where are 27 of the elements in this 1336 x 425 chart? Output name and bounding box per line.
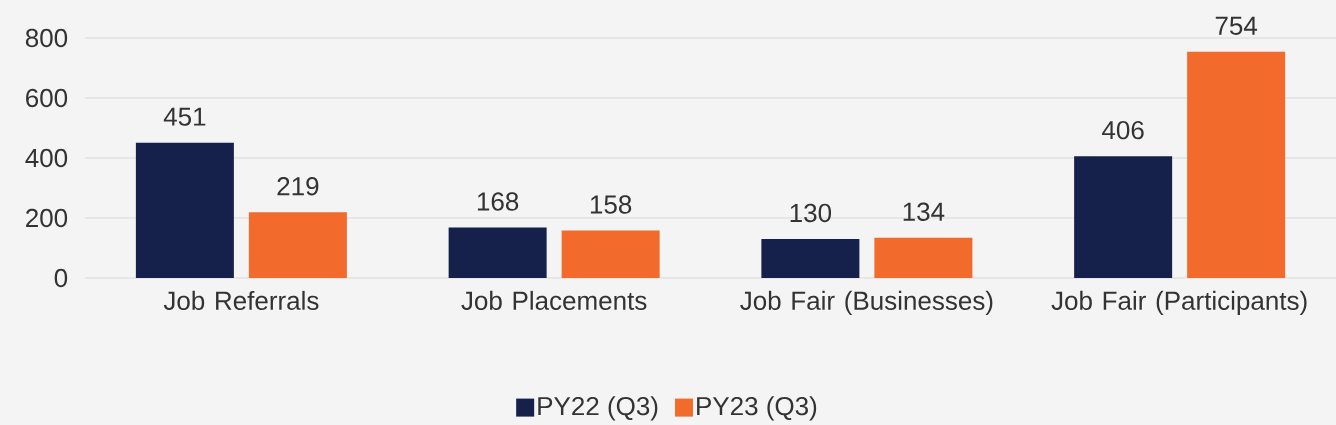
y-tick-label: 800 xyxy=(25,28,68,48)
bar xyxy=(1074,156,1173,278)
y-tick-label: 0 xyxy=(54,268,68,288)
data-label: 406 xyxy=(1102,120,1144,140)
bar xyxy=(1187,51,1286,278)
legend-label: PY22 (Q3) xyxy=(538,396,658,421)
y-tick-label: 400 xyxy=(25,148,68,168)
bar xyxy=(248,212,347,278)
x-tick-label: Job Fair (Participants) xyxy=(1051,290,1307,316)
data-label: 168 xyxy=(477,192,519,211)
data-label: 158 xyxy=(590,195,632,214)
data-label: 134 xyxy=(903,202,945,221)
legend-label: PY23 (Q3) xyxy=(697,396,817,421)
bar xyxy=(448,227,547,278)
bar xyxy=(761,239,860,278)
data-label: 130 xyxy=(790,203,832,223)
data-label: 219 xyxy=(277,177,319,196)
bar xyxy=(561,230,660,278)
data-label: 754 xyxy=(1215,16,1258,35)
y-tick-label: 600 xyxy=(26,88,68,108)
bar xyxy=(135,142,234,278)
y-tick-label: 200 xyxy=(26,208,68,228)
x-tick-label: Job Fair (Businesses) xyxy=(740,290,993,316)
bar xyxy=(874,237,973,278)
x-tick-label: Job Referrals xyxy=(163,290,319,310)
data-label: 451 xyxy=(163,107,206,126)
x-tick-label: Job Placements xyxy=(461,290,647,310)
